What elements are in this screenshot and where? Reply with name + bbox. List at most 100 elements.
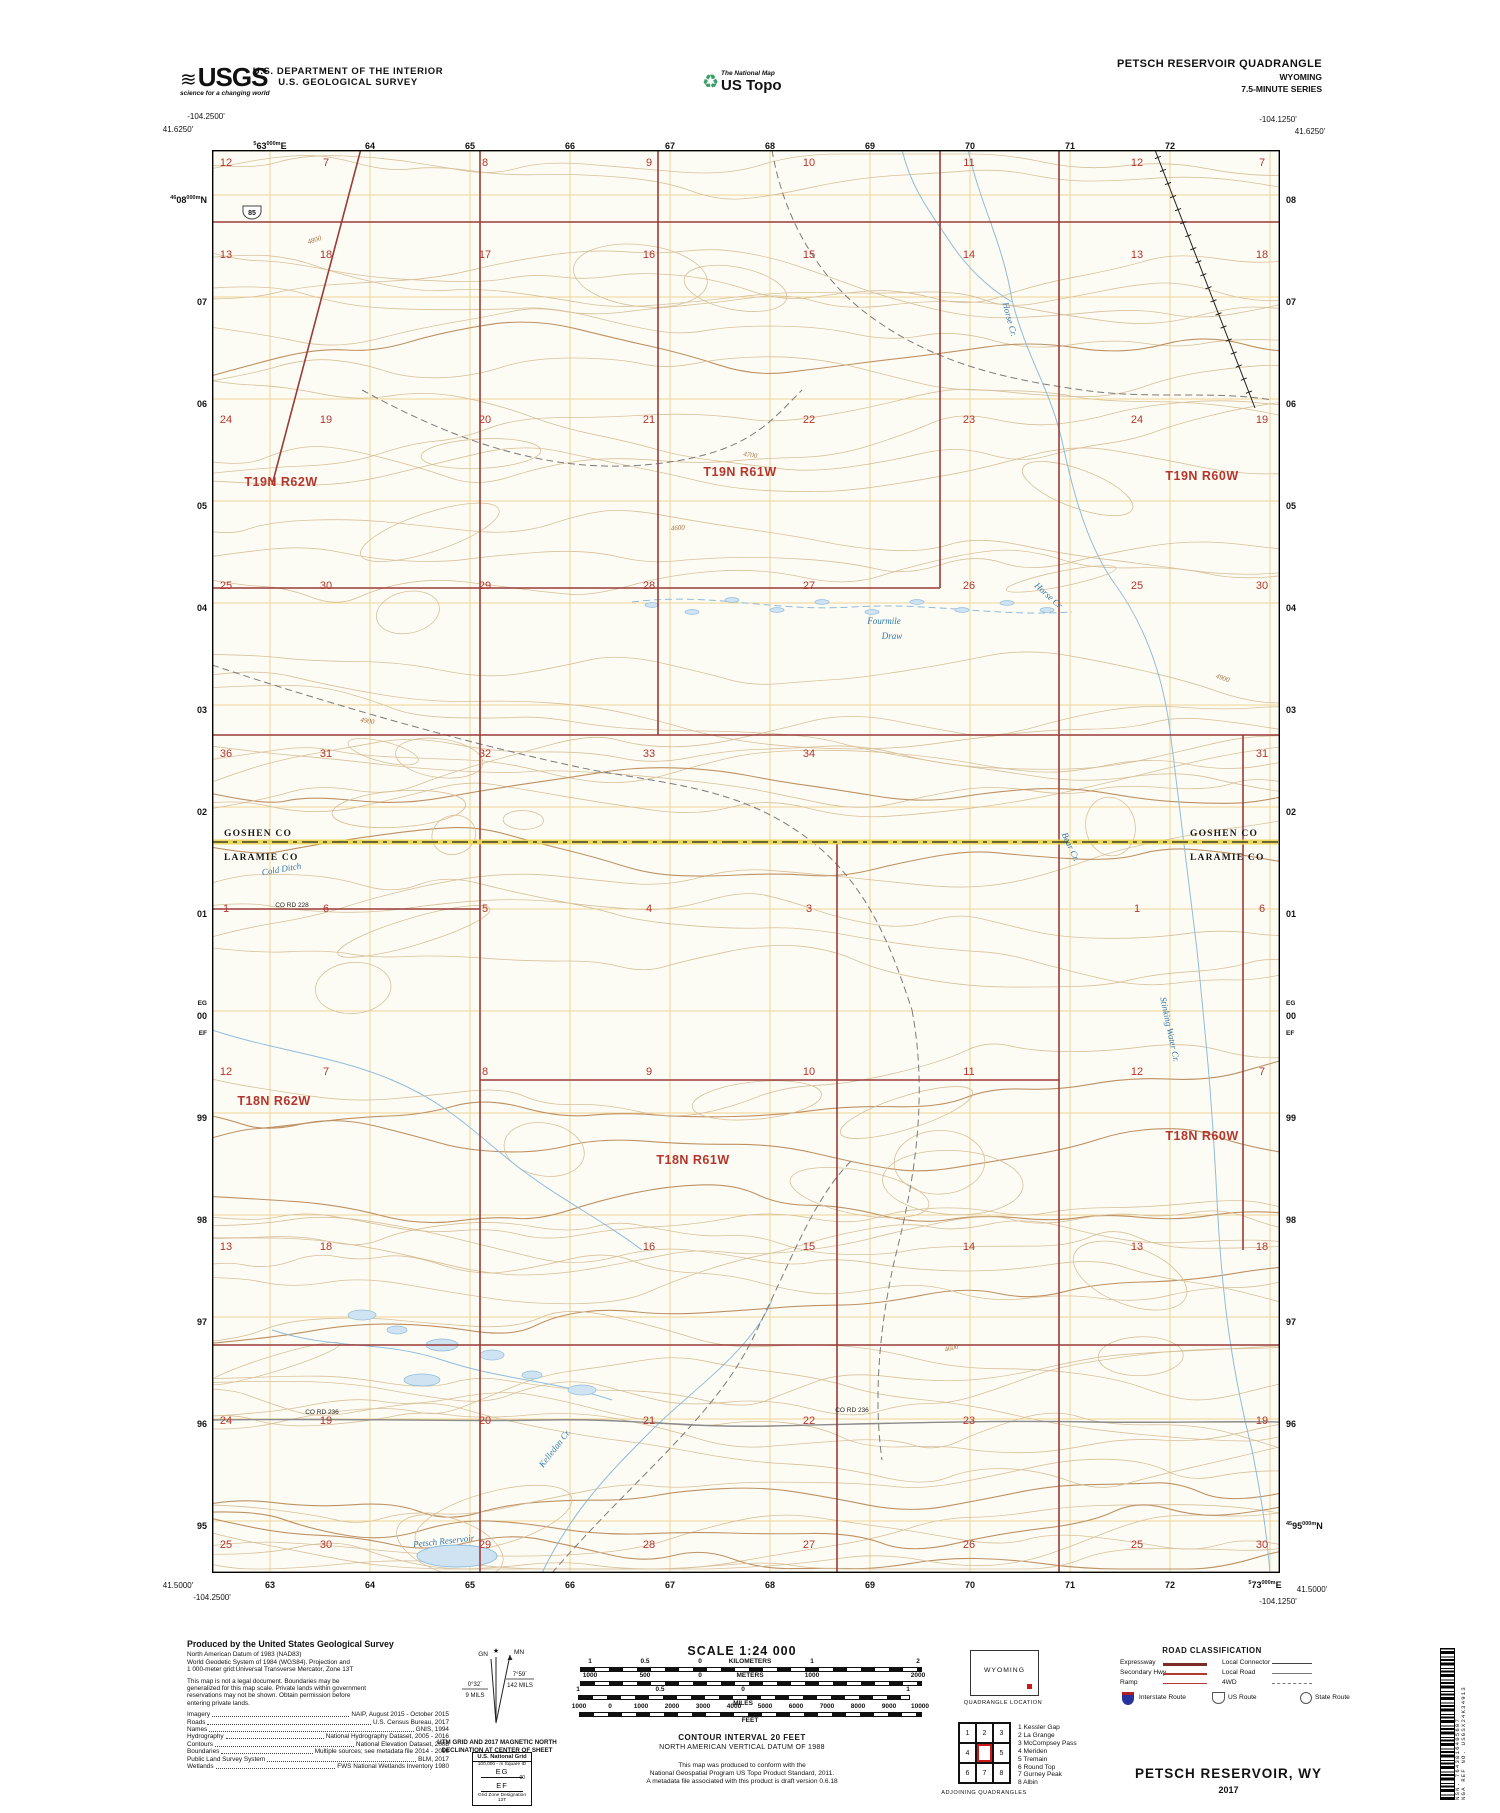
roadclass-label: Local Connector: [1222, 1659, 1271, 1666]
quadrangle-title-block: PETSCH RESERVOIR QUADRANGLE WYOMING 7.5-…: [1117, 58, 1322, 94]
source-row: Contours National Elevation Dataset, 2008: [187, 1740, 449, 1748]
adjoining-quad-name: 1 Kessler Gap: [1018, 1724, 1060, 1731]
section-number: 30: [1256, 580, 1268, 592]
section-number: 23: [963, 1415, 975, 1427]
the-national-map-label: The National Map: [721, 70, 775, 77]
water-feature-label: Fourmile: [866, 616, 901, 626]
datum-line: North American Datum of 1983 (NAD83): [187, 1651, 302, 1659]
scale-tick-label: 9000: [881, 1703, 897, 1710]
section-number: 11: [963, 1066, 974, 1078]
section-number: 25: [1131, 580, 1143, 592]
disclaimer-line: reservations may not be shown. Obtain pe…: [187, 1692, 351, 1700]
section-number: 19: [320, 1415, 332, 1427]
grid-easting-bottom: 63: [264, 1580, 276, 1590]
usgs-wave-icon: ≋: [180, 69, 197, 91]
scale-tick-label: 1: [906, 1686, 910, 1693]
product-note-line: This map was produced to conform with th…: [678, 1762, 806, 1769]
section-number: 28: [643, 1539, 655, 1551]
township-range-label: T18N R60W: [1165, 1129, 1238, 1143]
section-number: 10: [803, 157, 815, 169]
grid-square-id-left: EF: [198, 1030, 207, 1037]
section-number: 12: [220, 1066, 232, 1078]
grid-northing-left: 06: [196, 399, 207, 409]
section-number: 11: [963, 157, 974, 169]
section-number: 8: [482, 1066, 488, 1078]
grid-northing-left: 4608000mN: [170, 195, 207, 205]
county-label: GOSHEN CO: [1190, 829, 1258, 839]
grid-northing-right: 4595000mN: [1286, 1521, 1323, 1531]
usng-zeros: 00: [519, 1775, 525, 1781]
section-number: 18: [320, 1241, 332, 1253]
sheet-year: 2017: [1218, 1785, 1239, 1795]
scale-tick-label: 2000: [910, 1672, 926, 1679]
grid-easting-bottom: 67: [664, 1580, 676, 1590]
svg-text:0°32´: 0°32´: [468, 1682, 482, 1688]
grid-northing-left: 99: [196, 1113, 207, 1123]
scale-tick-label: 4000: [726, 1703, 742, 1710]
locator-caption: QUADRANGLE LOCATION: [963, 1700, 1043, 1706]
section-number: 5: [482, 903, 488, 915]
section-number: 31: [1256, 748, 1268, 760]
barcode: NSN. 7643016405607 NGA REF NO. USGSX24K3…: [1440, 1642, 1468, 1800]
adjoining-cell: 7: [976, 1763, 993, 1783]
section-number: 29: [479, 1539, 491, 1551]
section-number: 30: [1256, 1539, 1268, 1551]
usng-subtitle: 100,000 - m Square ID: [477, 1762, 527, 1767]
svg-text:GN: GN: [478, 1651, 488, 1658]
grid-northing-right: 98: [1286, 1215, 1297, 1225]
scale-title: SCALE 1:24 000: [687, 1644, 797, 1658]
grid-northing-left: 03: [196, 705, 207, 715]
contour-elevation-label: 4900: [360, 716, 376, 726]
roadclass-sample: [1272, 1663, 1312, 1664]
declination-caption: UTM GRID AND 2017 MAGNETIC NORTH DECLINA…: [437, 1739, 556, 1754]
section-number: 30: [320, 580, 332, 592]
svg-text:85: 85: [248, 210, 256, 217]
section-number: 4: [646, 903, 652, 915]
grid-easting-top: 64: [364, 141, 376, 151]
grid-northing-left: 00: [196, 1011, 207, 1021]
declination-caption-line1: UTM GRID AND 2017 MAGNETIC NORTH: [437, 1739, 557, 1746]
grid-easting-bottom: 71: [1064, 1580, 1076, 1590]
grid-easting-top: 68: [764, 141, 776, 151]
grid-easting-top: 72: [1164, 141, 1176, 151]
scale-unit-label: METERS: [736, 1672, 764, 1679]
scale-tick-label: 8000: [850, 1703, 866, 1710]
grid-easting-top: 65: [464, 141, 476, 151]
declination-diagram: ★ MN GN 0°32´ 9 MILS 7°59´ 142 MILS: [462, 1647, 534, 1724]
source-row: Boundaries Multiple sources; see metadata…: [187, 1748, 449, 1756]
adjoining-cell: 6: [959, 1763, 976, 1783]
section-number: 22: [803, 414, 815, 426]
grid-easting-top: 71: [1064, 141, 1076, 151]
us-topo-label: US Topo: [721, 77, 782, 94]
grid-northing-right: 97: [1286, 1317, 1297, 1327]
section-number: 19: [1256, 414, 1268, 426]
grid-northing-left: 02: [196, 807, 207, 817]
corner-top-left-lat: 41.6250': [162, 125, 194, 134]
grid-square-id-right: EG: [1286, 1000, 1296, 1007]
us-85-shield: 85: [242, 205, 262, 220]
section-number: 26: [963, 580, 975, 592]
grid-easting-top: 563000mE: [253, 141, 287, 151]
section-number: 15: [803, 249, 815, 261]
section-number: 12: [1131, 1066, 1143, 1078]
section-number: 27: [803, 1539, 815, 1551]
grid-square-id-left: EG: [197, 1000, 207, 1007]
scale-tick-label: 0: [608, 1703, 612, 1710]
grid-easting-bottom: 72: [1164, 1580, 1176, 1590]
township-range-label: T18N R61W: [656, 1153, 729, 1167]
scale-tick-label: 1000: [571, 1703, 587, 1710]
section-number: 25: [1131, 1539, 1143, 1551]
county-label: LARAMIE CO: [1190, 853, 1265, 863]
section-number: 23: [963, 414, 975, 426]
section-number: 18: [1256, 249, 1268, 261]
grid-easting-bottom: 70: [964, 1580, 976, 1590]
usng-title: U.S. National Grid: [473, 1754, 531, 1762]
svg-text:MN: MN: [514, 1649, 524, 1656]
section-number: 13: [1131, 249, 1143, 261]
grid-easting-bottom: 64: [364, 1580, 376, 1590]
township-range-label: T19N R60W: [1165, 469, 1238, 483]
corner-bottom-right-lon: -104.1250': [1259, 1597, 1297, 1606]
scale-tick-label: 1000: [804, 1672, 820, 1679]
adjoining-quad-name: 7 Gurney Peak: [1018, 1771, 1062, 1779]
usng-gzd: 13T: [497, 1798, 507, 1803]
